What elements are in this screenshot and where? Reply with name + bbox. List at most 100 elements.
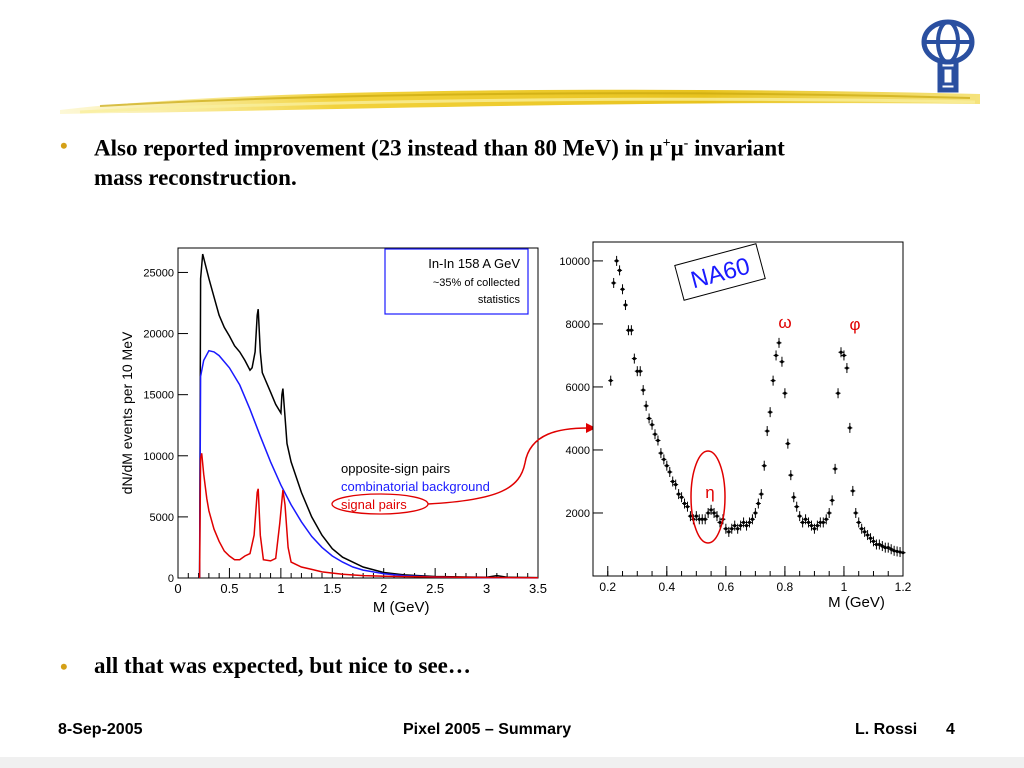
- data-point: [744, 523, 749, 528]
- data-point: [685, 505, 690, 509]
- data-point: [653, 432, 657, 436]
- data-point: [809, 523, 814, 528]
- bullet-2-text: all that was expected, but nice to see…: [94, 653, 471, 678]
- footer-page-number: 4: [946, 721, 955, 738]
- data-point: [733, 523, 737, 528]
- y-tick-label: 2000: [566, 508, 590, 520]
- data-point: [703, 517, 707, 521]
- data-point: [792, 495, 796, 499]
- info-box: [384, 248, 529, 315]
- data-point: [650, 423, 654, 427]
- series-line-1: [198, 349, 539, 579]
- data-point: [795, 505, 799, 509]
- data-point: [839, 350, 843, 354]
- info-box-line1: In-In 158 A GeV: [428, 256, 520, 271]
- data-point: [747, 520, 752, 525]
- data-point: [632, 356, 636, 361]
- data-point: [771, 379, 775, 383]
- data-point: [806, 520, 811, 525]
- data-point: [842, 353, 846, 358]
- x-tick-label: 0: [174, 581, 181, 596]
- data-point: [827, 511, 831, 515]
- data-point: [623, 303, 628, 307]
- data-point: [706, 511, 710, 515]
- series-line-2: [198, 453, 539, 579]
- data-point: [753, 511, 757, 515]
- na60-badge-frame: [674, 243, 766, 301]
- y-tick-label: 20000: [143, 329, 174, 341]
- data-point: [845, 366, 849, 370]
- x-tick-label: 2.5: [426, 581, 444, 596]
- data-point: [863, 530, 867, 534]
- data-point: [715, 514, 719, 518]
- x-tick-label: 0.2: [599, 580, 616, 594]
- data-point: [801, 520, 805, 525]
- data-point: [626, 328, 631, 332]
- y-tick-label: 15000: [143, 390, 174, 402]
- institution-logo-icon: [921, 19, 975, 93]
- connector-arrow: [427, 423, 596, 505]
- y-axis-label: dN/dM events per 10 MeV: [119, 331, 135, 494]
- data-point: [682, 501, 687, 506]
- data-point: [736, 527, 740, 531]
- y-tick-label: 0: [168, 573, 174, 585]
- data-point: [824, 517, 828, 521]
- bullet-1-line2: mass reconstruction.: [94, 165, 297, 190]
- y-tick-label: 6000: [566, 382, 590, 394]
- x-tick-label: 2: [380, 581, 387, 596]
- data-point: [656, 438, 660, 443]
- data-point: [854, 511, 858, 515]
- x-axis-label: M (GeV): [828, 594, 885, 611]
- eta-highlight-ellipse: [690, 450, 726, 544]
- data-point: [874, 542, 879, 547]
- x-tick-label: 1.5: [323, 581, 341, 596]
- legend-entry-2: signal pairs: [341, 497, 407, 512]
- data-point: [803, 517, 808, 521]
- bullet-marker: •: [60, 133, 68, 158]
- x-tick-label: 3: [483, 581, 490, 596]
- data-point: [677, 492, 681, 496]
- data-point: [641, 388, 645, 392]
- data-point: [617, 268, 622, 272]
- data-point: [727, 530, 731, 534]
- data-point: [830, 498, 834, 502]
- data-point: [815, 523, 819, 528]
- bottom-bar: [0, 757, 1024, 768]
- right-na60-spectrum-chart: 0.2 0.4 0.6 0.8 1 1.2 2000 4000 6000 8000 10000 M (…: [559, 241, 912, 611]
- data-point: [662, 457, 666, 462]
- data-point: [765, 429, 769, 433]
- data-point: [812, 527, 817, 531]
- data-point: [901, 551, 905, 555]
- x-tick-label: 0.4: [658, 580, 675, 594]
- info-box-line3: statistics: [478, 294, 521, 306]
- x-tick-label: 1: [277, 581, 284, 596]
- x-tick-label: 1.2: [895, 580, 912, 594]
- data-point: [786, 442, 790, 446]
- x-tick-label: 0.8: [777, 580, 794, 594]
- data-point: [777, 341, 781, 345]
- series-line-0: [198, 253, 539, 579]
- data-point: [694, 514, 698, 518]
- data-point: [821, 520, 825, 525]
- decorative-swoosh: [60, 89, 980, 114]
- info-box-line2: ~35% of collected: [433, 277, 520, 289]
- data-point: [774, 353, 778, 358]
- data-point: [836, 391, 840, 395]
- data-point: [833, 467, 837, 471]
- data-point: [762, 464, 766, 468]
- data-point: [647, 416, 651, 421]
- data-point: [671, 479, 675, 484]
- data-point: [668, 470, 672, 474]
- data-point: [724, 527, 728, 531]
- data-point: [712, 511, 716, 515]
- x-tick-label: 3.5: [529, 581, 547, 596]
- data-point: [868, 536, 873, 540]
- data-point: [609, 379, 613, 383]
- data-point: [612, 281, 616, 285]
- data-point: [700, 517, 704, 521]
- data-point: [756, 501, 760, 506]
- left-mass-spectrum-chart: 0 0.5 1 1.5 2 2.5 3 3.5 0 5000 10000 15000 20000 2500…: [119, 247, 547, 616]
- phi-label: φ: [849, 315, 860, 334]
- data-point: [798, 514, 802, 518]
- y-tick-label: 25000: [143, 267, 174, 279]
